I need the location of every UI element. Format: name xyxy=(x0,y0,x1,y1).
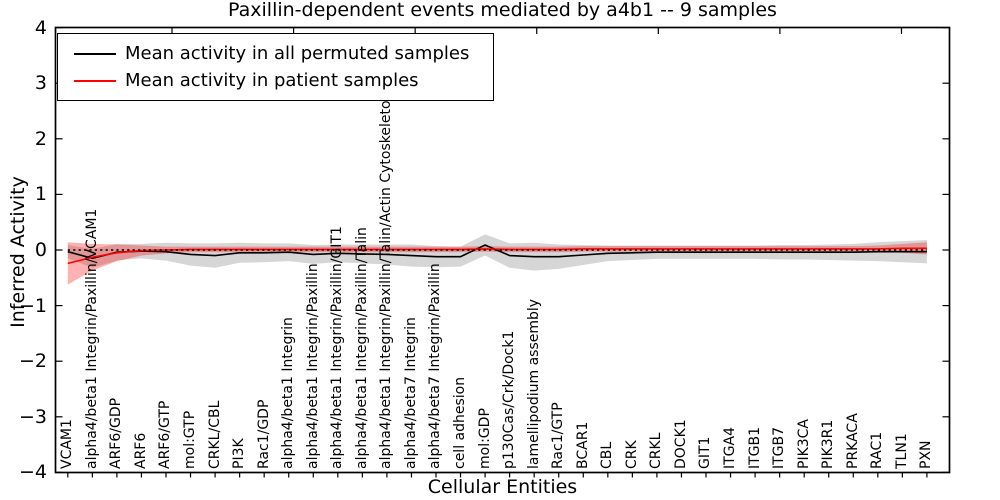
legend-label-permuted: Mean activity in all permuted samples xyxy=(125,42,470,64)
chart-title: Paxillin-dependent events mediated by a4… xyxy=(228,0,777,21)
legend: Mean activity in all permuted samples Me… xyxy=(57,33,494,101)
x-axis-label: Cellular Entities xyxy=(427,476,578,498)
legend-label-patient: Mean activity in patient samples xyxy=(125,69,419,91)
series-line-permuted xyxy=(67,244,927,260)
y-axis-label: Inferred Activity xyxy=(7,176,29,328)
band-permuted xyxy=(67,234,927,271)
series-line-patient xyxy=(67,247,927,265)
legend-item-permuted: Mean activity in all permuted samples xyxy=(58,40,493,67)
legend-line-patient-icon xyxy=(74,79,116,82)
legend-line-permuted-icon xyxy=(74,52,116,55)
legend-item-patient: Mean activity in patient samples xyxy=(58,67,493,94)
